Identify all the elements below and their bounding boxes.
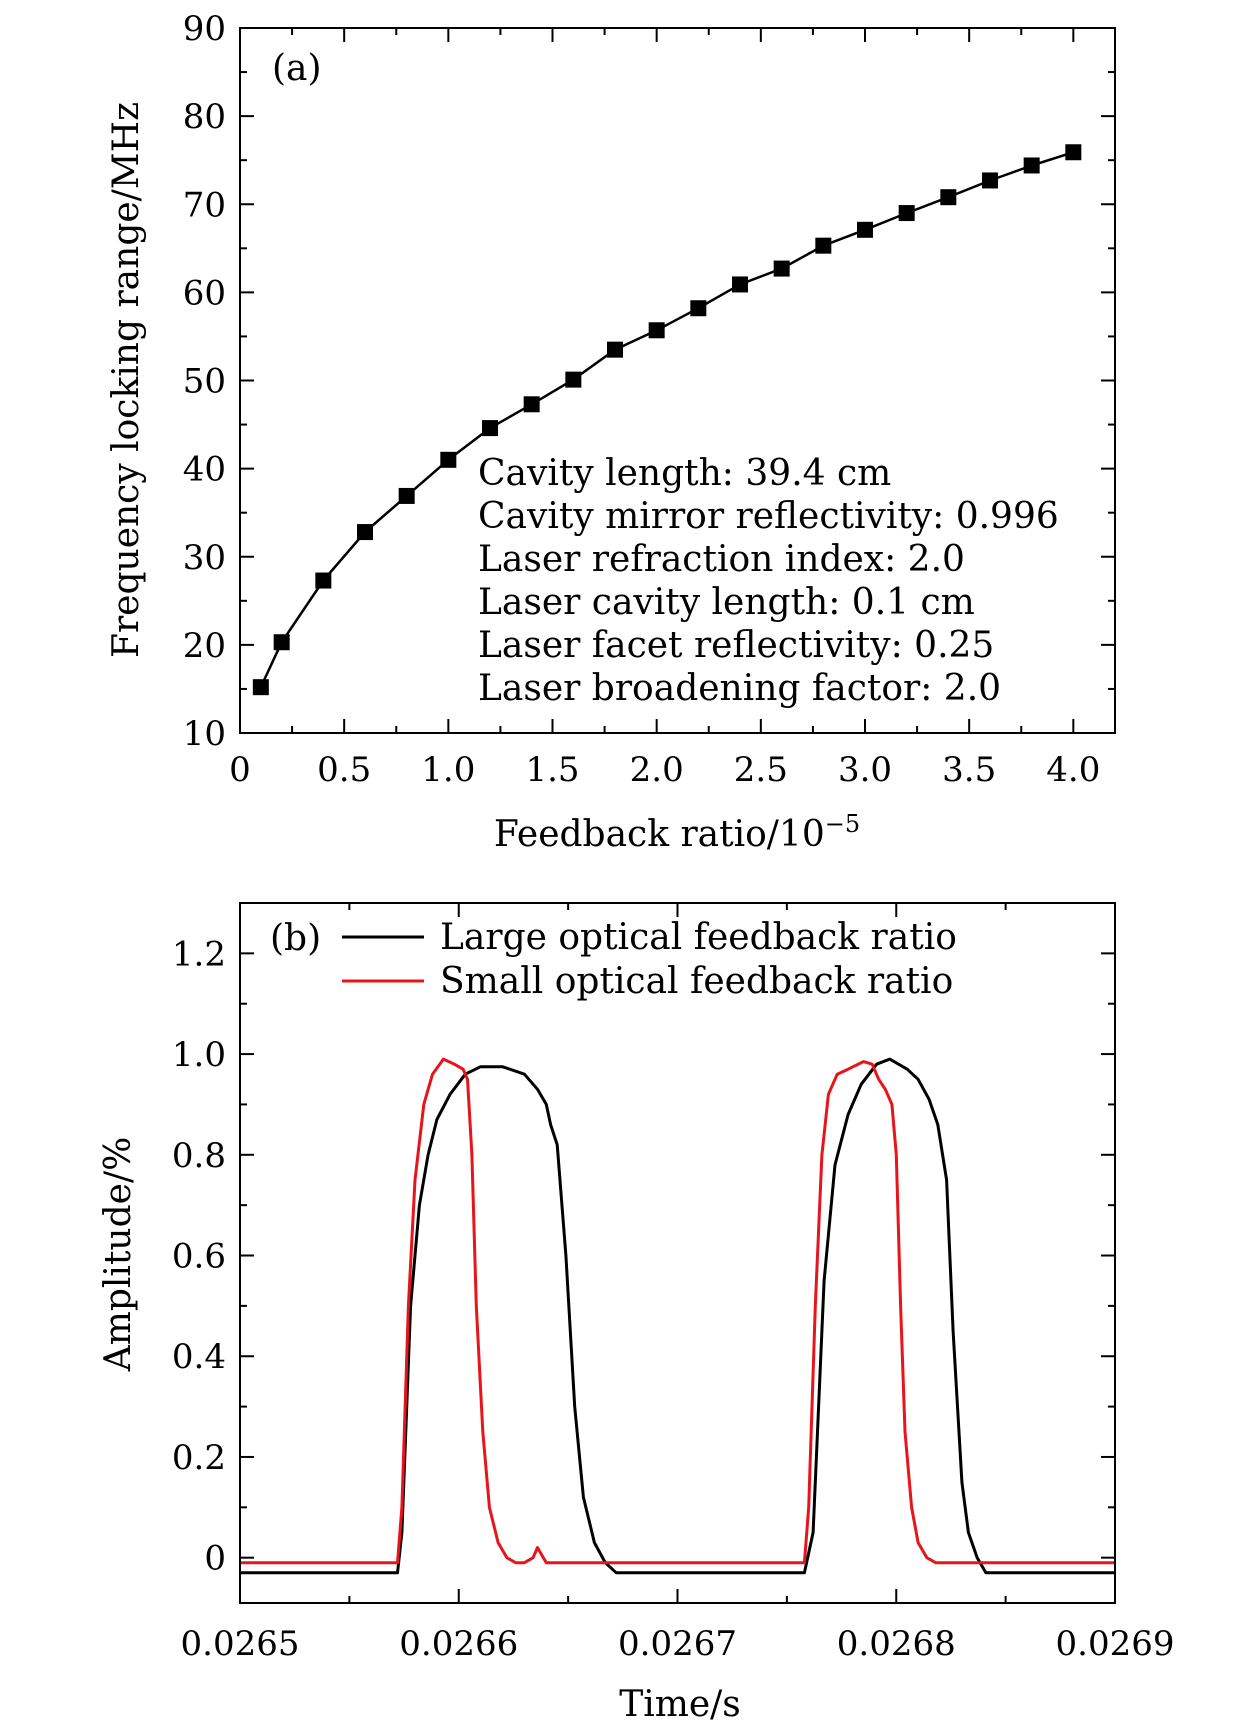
panel-b-x-tick-label: 0.0268 [837, 1624, 956, 1664]
panel-b-x-tick-label: 0.0266 [399, 1624, 518, 1664]
panel-a-y-tick-label: 80 [183, 97, 226, 137]
panel-a-data-point [607, 341, 623, 358]
panel-b-y-tick-label: 0.2 [172, 1438, 226, 1478]
panel-a-parameter-line: Cavity mirror reflectivity: 0.996 [478, 496, 1059, 537]
panel-a-x-tick-label: 2.0 [630, 750, 684, 790]
panel-b-y-tick-label: 1.2 [172, 934, 226, 974]
panel-a-y-tick-label: 20 [183, 626, 226, 666]
panel-b-x-axis-title: Time/s [619, 1684, 741, 1724]
panel-b-legend-label-2: Small optical feedback ratio [440, 961, 953, 1002]
panel-a-data-point [482, 420, 498, 437]
panel-b-y-tick-labels: 0 0.2 0.4 0.6 0.8 1.0 1.2 [172, 934, 226, 1578]
panel-b: 0.0265 0.0266 0.0267 0.0268 0.0269 0 0.2 0.4 0.… [98, 902, 1175, 1724]
panel-a-y-tick-label: 10 [183, 714, 226, 754]
panel-b-x-tick-label: 0.0269 [1056, 1624, 1175, 1664]
panel-a-y-tick-label: 50 [183, 362, 226, 402]
panel-a-x-tick-label: 0.5 [317, 750, 371, 790]
panel-a-data-point [523, 396, 540, 413]
panel-a-x-axis-title-exponent: −5 [825, 810, 860, 838]
panel-b-y-tick-label: 1.0 [172, 1035, 226, 1075]
panel-a-data-point [773, 260, 790, 277]
panel-a-data-point [565, 371, 582, 388]
panel-a-y-tick-label: 30 [183, 538, 226, 578]
panel-b-ticks [239, 903, 1116, 1603]
panel-a-data-point [357, 524, 373, 541]
panel-a-y-axis-title: Frequency locking range/MHz [106, 102, 147, 658]
panel-a-data-point [440, 451, 457, 468]
panel-a-x-tick-label: 3.5 [942, 750, 996, 790]
panel-b-series-line-2 [240, 1057, 1115, 1565]
panel-a-parameter-line: Laser refraction index: 2.0 [478, 539, 965, 580]
panel-b-series-line-1 [240, 1057, 1115, 1575]
panel-a-label: (a) [272, 48, 322, 89]
panel-a-x-axis-title-main: Feedback ratio/10 [494, 814, 825, 855]
panel-a-data-point [398, 487, 415, 504]
panel-a-parameter-line: Laser broadening factor: 2.0 [478, 668, 1001, 709]
panel-a-data-point [898, 205, 915, 222]
panel-a-data-point [648, 322, 665, 339]
panel-a-y-tick-label: 40 [183, 450, 226, 490]
panel-a-x-tick-label: 4.0 [1046, 750, 1100, 790]
panel-a-y-tick-labels: 10 20 30 40 50 60 70 80 90 [183, 9, 226, 754]
panel-a-x-tick-label: 1.0 [421, 750, 475, 790]
panel-a-x-tick-labels: 0 0.5 1.0 1.5 2.0 2.5 3.0 3.5 4.0 [229, 750, 1100, 790]
panel-b-x-tick-labels: 0.0265 0.0266 0.0267 0.0268 0.0269 [181, 1624, 1175, 1664]
panel-b-label: (b) [270, 918, 321, 959]
panel-a-data-point [815, 237, 832, 254]
panel-b-y-tick-label: 0.4 [172, 1337, 226, 1377]
panel-a-x-axis-title: Feedback ratio/10−5 [494, 810, 860, 855]
panel-a-data-point [315, 572, 332, 589]
panel-a-data-point [1023, 157, 1040, 174]
panel-a: 0 0.5 1.0 1.5 2.0 2.5 3.0 3.5 4.0 10 20 30 40 50 60 70… [106, 9, 1116, 855]
panel-a-data-point [252, 679, 269, 696]
panel-a-y-tick-label: 70 [183, 185, 226, 225]
panel-a-x-tick-label: 3.0 [838, 750, 892, 790]
panel-a-parameter-line: Laser facet reflectivity: 0.25 [478, 625, 994, 666]
panel-a-x-tick-label: 0 [229, 750, 251, 790]
panel-a-data-point [857, 221, 873, 238]
panel-a-data-point [940, 189, 957, 206]
panel-b-series [240, 1057, 1115, 1575]
panel-a-x-tick-label: 1.5 [525, 750, 579, 790]
panel-a-data-point [1065, 144, 1082, 161]
panel-a-data-point [690, 300, 707, 317]
panel-a-data-point [982, 172, 998, 189]
panel-b-x-tick-label: 0.0265 [181, 1624, 300, 1664]
panel-b-y-axis-title: Amplitude/% [98, 1137, 139, 1373]
panel-b-x-tick-label: 0.0267 [618, 1624, 737, 1664]
panel-a-x-tick-label: 2.5 [734, 750, 788, 790]
panel-a-y-tick-label: 60 [183, 273, 226, 313]
panel-a-data-point [273, 634, 290, 651]
panel-a-parameter-line: Cavity length: 39.4 cm [478, 453, 891, 494]
panel-a-parameter-line: Laser cavity length: 0.1 cm [478, 582, 975, 623]
panel-b-legend-label-1: Large optical feedback ratio [440, 917, 957, 958]
panel-a-data-point [732, 276, 748, 293]
panel-a-ticks [239, 27, 1115, 734]
panel-a-series [252, 144, 1082, 696]
panel-a-y-tick-label: 90 [183, 9, 226, 49]
panel-b-y-tick-label: 0.8 [172, 1136, 226, 1176]
panel-b-y-tick-label: 0 [204, 1539, 226, 1579]
panel-b-y-tick-label: 0.6 [172, 1237, 226, 1277]
